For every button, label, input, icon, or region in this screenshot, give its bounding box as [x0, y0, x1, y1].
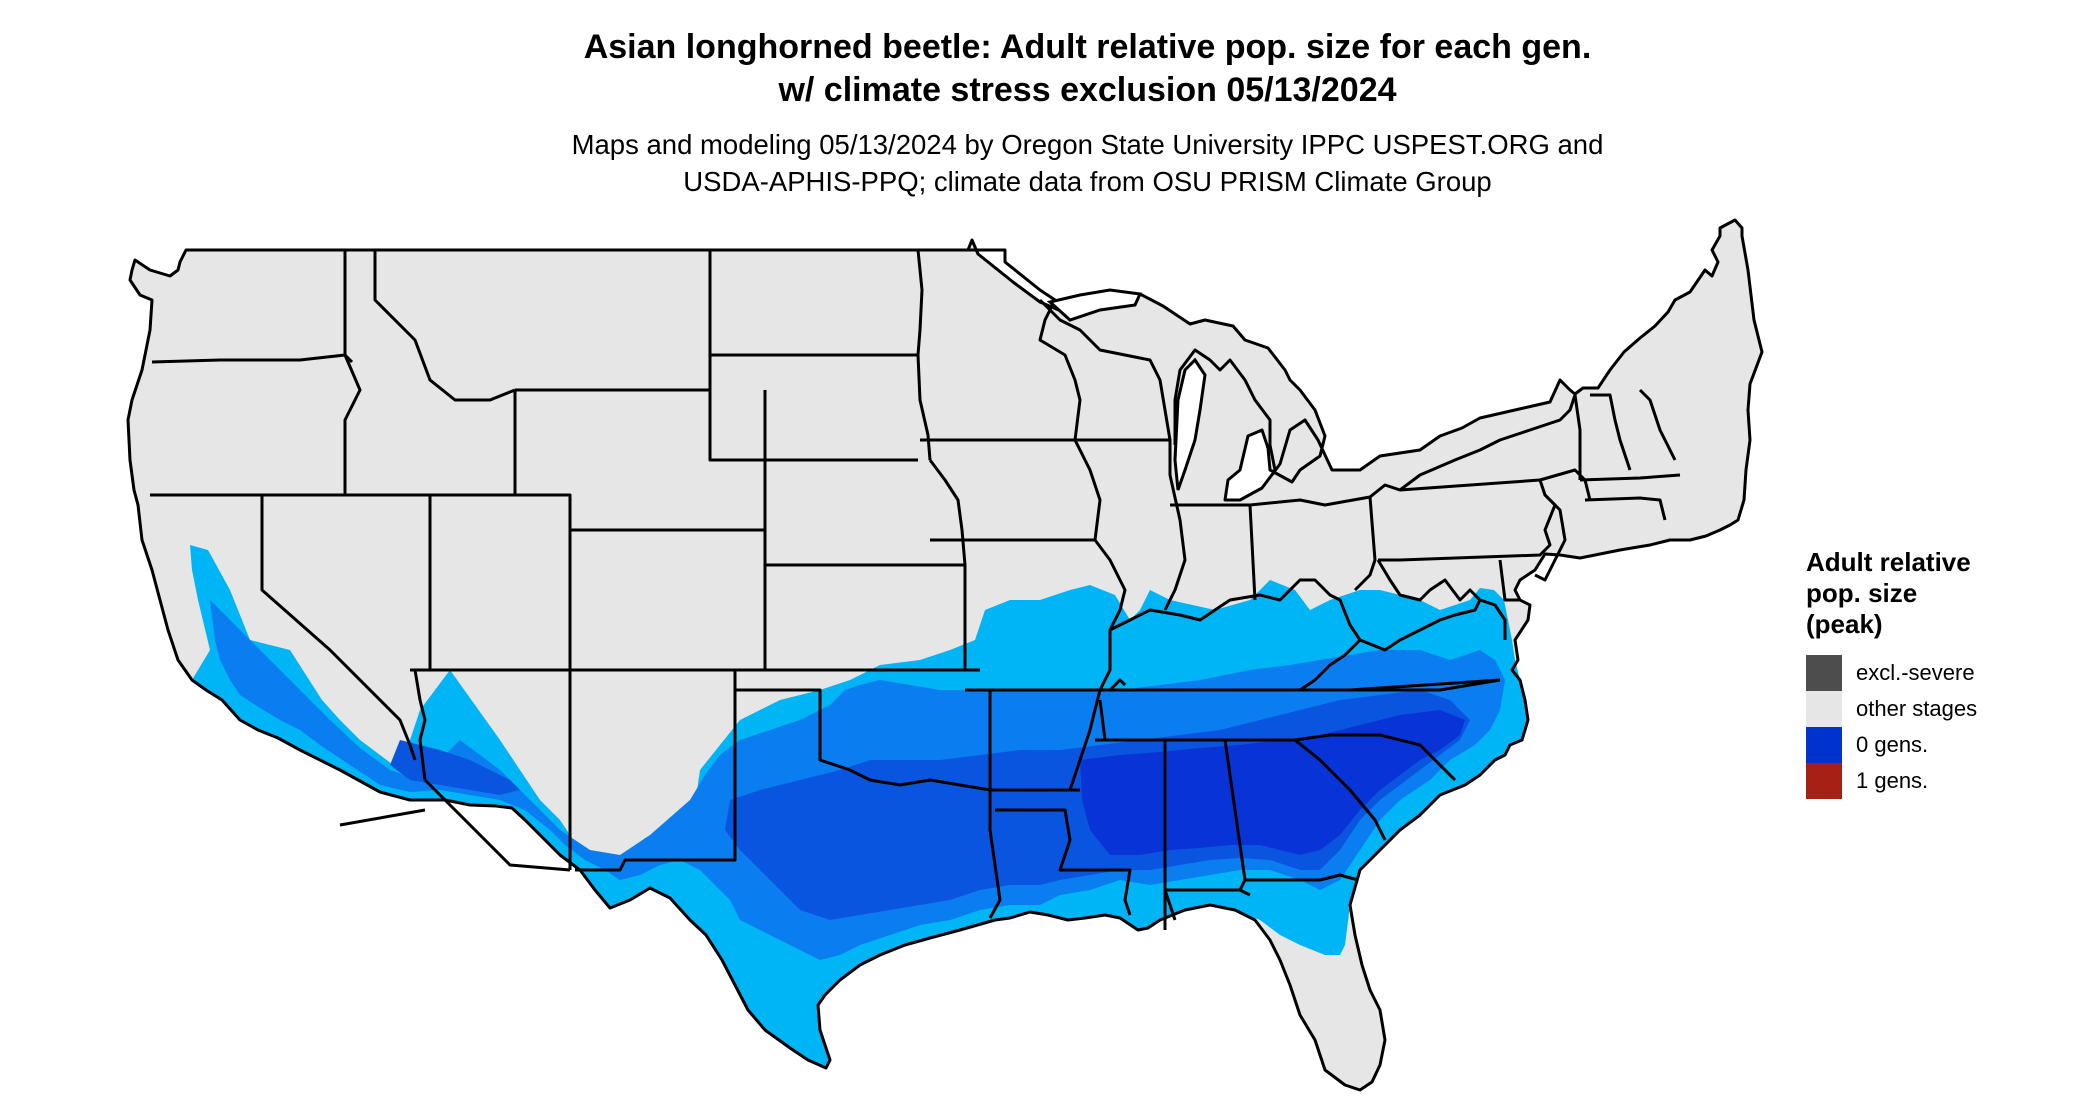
map-legend: Adult relative pop. size (peak) excl.-se… [1806, 547, 2076, 799]
legend-label: 0 gens. [1856, 732, 1929, 757]
legend-item-excl-severe: excl.-severe [1806, 655, 2076, 691]
map-title-line-2: w/ climate stress exclusion 05/13/2024 [778, 71, 1397, 109]
legend-label: excl.-severe [1856, 660, 1975, 685]
legend-title: Adult relative pop. size (peak) [1806, 547, 2076, 640]
legend-swatch [1806, 763, 1842, 799]
legend-swatch [1806, 727, 1842, 763]
map-title: Asian longhorned beetle: Adult relative … [0, 26, 2100, 112]
legend-title-line-2: pop. size [1806, 578, 1918, 608]
legend-item-0-gens: 0 gens. [1806, 727, 2076, 763]
legend-label: 1 gens. [1856, 768, 1929, 793]
state-boundaries [126, 218, 1764, 1092]
legend-swatch [1806, 691, 1842, 727]
zone-darkest-blue [1080, 710, 1465, 855]
legend-item-other-stages: other stages [1806, 691, 2076, 727]
map-subtitle-line-2: USDA-APHIS-PPQ; climate data from OSU PR… [683, 166, 1492, 197]
legend-label: other stages [1856, 696, 1978, 721]
legend-item-1-gens: 1 gens. [1806, 763, 2076, 799]
map-subtitle: Maps and modeling 05/13/2024 by Oregon S… [0, 126, 2100, 200]
map-title-line-1: Asian longhorned beetle: Adult relative … [583, 28, 1592, 66]
great-lakes [1046, 288, 1207, 491]
map-subtitle-line-1: Maps and modeling 05/13/2024 by Oregon S… [571, 129, 1604, 160]
legend-title-line-3: (peak) [1806, 609, 1883, 639]
legend-swatch [1806, 655, 1842, 691]
legend-title-line-1: Adult relative [1806, 547, 1971, 577]
